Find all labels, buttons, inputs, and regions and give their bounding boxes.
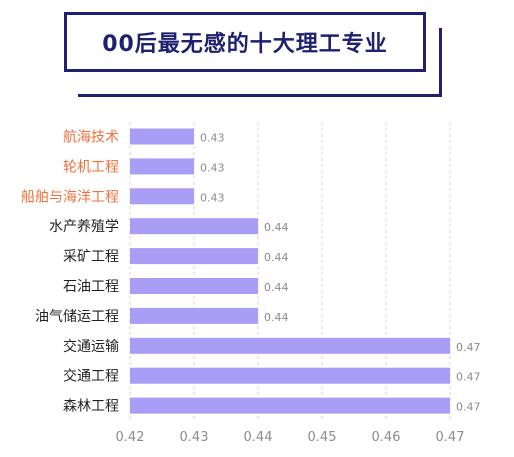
value-label: 0.47: [456, 341, 481, 354]
bar: [130, 397, 450, 414]
bar: [130, 248, 258, 265]
category-label: 油气储运工程: [35, 309, 119, 325]
category-labels: 航海技术轮机工程船舶与海洋工程水产养殖学采矿工程石油工程油气储运工程交通运输交通…: [21, 130, 119, 415]
category-label: 森林工程: [63, 399, 119, 415]
bar: [130, 367, 450, 384]
x-tick-label: 0.46: [372, 430, 401, 445]
value-label: 0.47: [456, 371, 481, 384]
category-label: 交通运输: [63, 338, 119, 355]
category-label: 水产养殖学: [49, 218, 119, 235]
category-label: 石油工程: [63, 279, 119, 295]
bar: [130, 278, 258, 294]
title-shadow-frame: [78, 28, 442, 97]
value-label: 0.47: [456, 401, 481, 414]
category-label: 采矿工程: [63, 249, 119, 265]
bar: [130, 128, 194, 145]
category-label: 交通工程: [63, 368, 119, 385]
bars: [130, 128, 450, 414]
x-tick-label: 0.44: [244, 430, 273, 445]
bar: [130, 307, 258, 324]
value-label: 0.44: [264, 221, 289, 234]
value-label: 0.43: [200, 161, 225, 174]
title-box: 00后最无感的十大理工专业: [64, 12, 426, 72]
value-label: 0.43: [200, 191, 225, 204]
category-label: 航海技术: [63, 130, 119, 146]
value-label: 0.44: [264, 281, 289, 294]
bar: [130, 218, 258, 235]
x-tick-label: 0.43: [180, 430, 209, 445]
bar: [130, 188, 194, 205]
x-tick-label: 0.42: [116, 430, 145, 445]
value-labels: 0.43 0.43 0.43 0.44 0.44 0.44 0.44 0.47 0.47 0.47: [200, 132, 481, 414]
chart-title: 00后最无感的十大理工专业: [102, 32, 388, 57]
x-tick-label: 0.47: [436, 430, 465, 445]
category-label: 轮机工程: [63, 159, 119, 175]
bar: [130, 337, 450, 354]
x-tick-label: 0.45: [308, 430, 337, 445]
bar: [130, 158, 194, 175]
category-label: 船舶与海洋工程: [21, 189, 119, 205]
value-label: 0.43: [200, 132, 225, 145]
value-label: 0.44: [264, 251, 289, 264]
value-label: 0.44: [264, 311, 289, 324]
x-axis-ticks: 0.42 0.43 0.44 0.45 0.46 0.47: [116, 430, 465, 445]
